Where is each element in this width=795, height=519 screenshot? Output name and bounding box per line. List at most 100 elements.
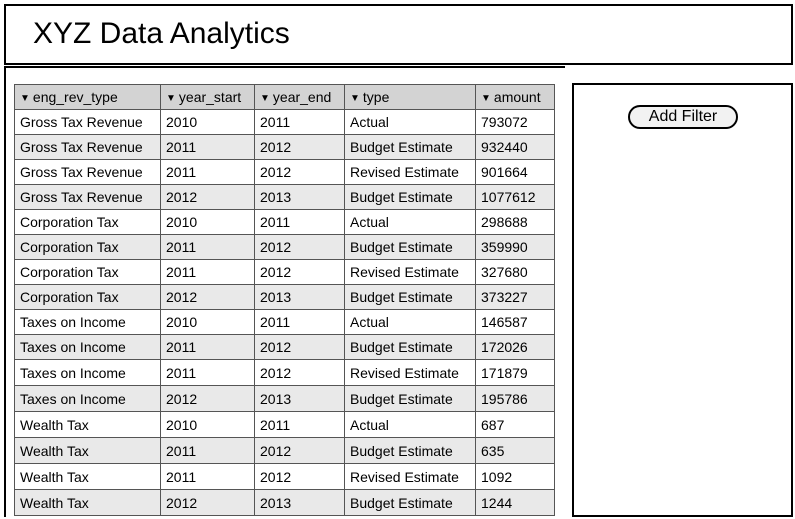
data-table: ▼ eng_rev_type ▼ year_start ▼ year_end ▼ typ…	[14, 84, 555, 516]
sort-down-icon[interactable]: ▼	[166, 93, 176, 104]
cell-year-end: 2012	[254, 234, 345, 260]
sort-down-icon[interactable]: ▼	[481, 93, 491, 104]
cell-eng-rev-type: Wealth Tax	[14, 489, 161, 516]
table-row: Taxes on Income 2010 2011 Actual 146587	[14, 309, 555, 335]
cell-eng-rev-type: Corporation Tax	[14, 284, 161, 310]
cell-type: Actual	[344, 309, 476, 335]
app-title: XYZ Data Analytics	[33, 17, 290, 50]
column-header-label: eng_rev_type	[32, 89, 118, 105]
cell-amount: 172026	[475, 334, 555, 360]
cell-year-start: 2011	[160, 334, 255, 360]
sort-down-icon[interactable]: ▼	[260, 93, 270, 104]
cell-year-start: 2011	[160, 159, 255, 185]
cell-year-start: 2010	[160, 411, 255, 438]
table-row: Wealth Tax 2012 2013 Budget Estimate 1244	[14, 489, 555, 516]
cell-eng-rev-type: Taxes on Income	[14, 334, 161, 360]
column-header-amount[interactable]: ▼ amount	[475, 84, 555, 110]
column-header-type[interactable]: ▼ type	[344, 84, 476, 110]
cell-year-end: 2012	[254, 334, 345, 360]
cell-year-start: 2011	[160, 359, 255, 386]
cell-year-end: 2011	[254, 209, 345, 235]
cell-type: Budget Estimate	[344, 489, 476, 516]
main-content-area	[4, 66, 565, 517]
cell-eng-rev-type: Gross Tax Revenue	[14, 184, 161, 210]
header-bar: XYZ Data Analytics	[4, 4, 793, 65]
cell-type: Revised Estimate	[344, 463, 476, 490]
cell-eng-rev-type: Gross Tax Revenue	[14, 159, 161, 185]
cell-eng-rev-type: Gross Tax Revenue	[14, 109, 161, 135]
cell-year-end: 2011	[254, 309, 345, 335]
cell-year-end: 2012	[254, 159, 345, 185]
cell-year-start: 2010	[160, 109, 255, 135]
table-row: Gross Tax Revenue 2011 2012 Revised Estimat…	[14, 159, 555, 185]
cell-year-end: 2013	[254, 184, 345, 210]
cell-type: Actual	[344, 209, 476, 235]
cell-eng-rev-type: Wealth Tax	[14, 437, 161, 464]
cell-type: Budget Estimate	[344, 234, 476, 260]
cell-year-start: 2010	[160, 209, 255, 235]
cell-amount: 1244	[475, 489, 555, 516]
column-header-label: year_end	[272, 89, 332, 105]
cell-eng-rev-type: Taxes on Income	[14, 359, 161, 386]
column-header-year-end[interactable]: ▼ year_end	[254, 84, 345, 110]
filter-panel: Add Filter	[572, 83, 793, 517]
cell-eng-rev-type: Gross Tax Revenue	[14, 134, 161, 160]
column-header-label: year_start	[178, 89, 242, 105]
cell-year-start: 2010	[160, 309, 255, 335]
cell-type: Actual	[344, 109, 476, 135]
column-header-eng-rev-type[interactable]: ▼ eng_rev_type	[14, 84, 161, 110]
cell-year-start: 2011	[160, 463, 255, 490]
cell-year-start: 2011	[160, 234, 255, 260]
cell-type: Revised Estimate	[344, 259, 476, 285]
table-header-row: ▼ eng_rev_type ▼ year_start ▼ year_end ▼ typ…	[14, 84, 555, 110]
cell-amount: 1092	[475, 463, 555, 490]
column-header-year-start[interactable]: ▼ year_start	[160, 84, 255, 110]
cell-year-start: 2011	[160, 259, 255, 285]
cell-year-end: 2012	[254, 134, 345, 160]
column-header-label: type	[362, 89, 390, 105]
add-filter-button[interactable]: Add Filter	[628, 105, 738, 129]
table-row: Wealth Tax 2010 2011 Actual 687	[14, 411, 555, 438]
cell-amount: 298688	[475, 209, 555, 235]
cell-amount: 171879	[475, 359, 555, 386]
cell-eng-rev-type: Wealth Tax	[14, 411, 161, 438]
cell-eng-rev-type: Corporation Tax	[14, 234, 161, 260]
sort-down-icon[interactable]: ▼	[20, 93, 30, 104]
cell-amount: 1077612	[475, 184, 555, 210]
cell-year-start: 2012	[160, 385, 255, 412]
cell-year-end: 2012	[254, 259, 345, 285]
table-row: Corporation Tax 2012 2013 Budget Estimate 37…	[14, 284, 555, 310]
cell-eng-rev-type: Corporation Tax	[14, 259, 161, 285]
cell-type: Budget Estimate	[344, 385, 476, 412]
cell-amount: 901664	[475, 159, 555, 185]
cell-amount: 932440	[475, 134, 555, 160]
cell-type: Budget Estimate	[344, 184, 476, 210]
sort-down-icon[interactable]: ▼	[350, 93, 360, 104]
cell-year-end: 2013	[254, 385, 345, 412]
cell-year-start: 2011	[160, 134, 255, 160]
cell-type: Budget Estimate	[344, 334, 476, 360]
cell-amount: 793072	[475, 109, 555, 135]
cell-amount: 146587	[475, 309, 555, 335]
table-row: Corporation Tax 2010 2011 Actual 298688	[14, 209, 555, 235]
cell-amount: 687	[475, 411, 555, 438]
cell-amount: 359990	[475, 234, 555, 260]
column-header-label: amount	[493, 89, 541, 105]
cell-amount: 195786	[475, 385, 555, 412]
table-row: Corporation Tax 2011 2012 Budget Estimate 35…	[14, 234, 555, 260]
table-row: Gross Tax Revenue 2011 2012 Budget Estimate…	[14, 134, 555, 160]
cell-type: Budget Estimate	[344, 134, 476, 160]
cell-type: Revised Estimate	[344, 159, 476, 185]
cell-amount: 373227	[475, 284, 555, 310]
cell-year-start: 2011	[160, 437, 255, 464]
table-row: Wealth Tax 2011 2012 Budget Estimate 635	[14, 437, 555, 464]
cell-type: Revised Estimate	[344, 359, 476, 386]
cell-amount: 327680	[475, 259, 555, 285]
cell-year-start: 2012	[160, 489, 255, 516]
cell-eng-rev-type: Taxes on Income	[14, 385, 161, 412]
cell-type: Budget Estimate	[344, 437, 476, 464]
cell-type: Budget Estimate	[344, 284, 476, 310]
table-row: Corporation Tax 2011 2012 Revised Estimate 3…	[14, 259, 555, 285]
cell-year-start: 2012	[160, 184, 255, 210]
cell-eng-rev-type: Wealth Tax	[14, 463, 161, 490]
